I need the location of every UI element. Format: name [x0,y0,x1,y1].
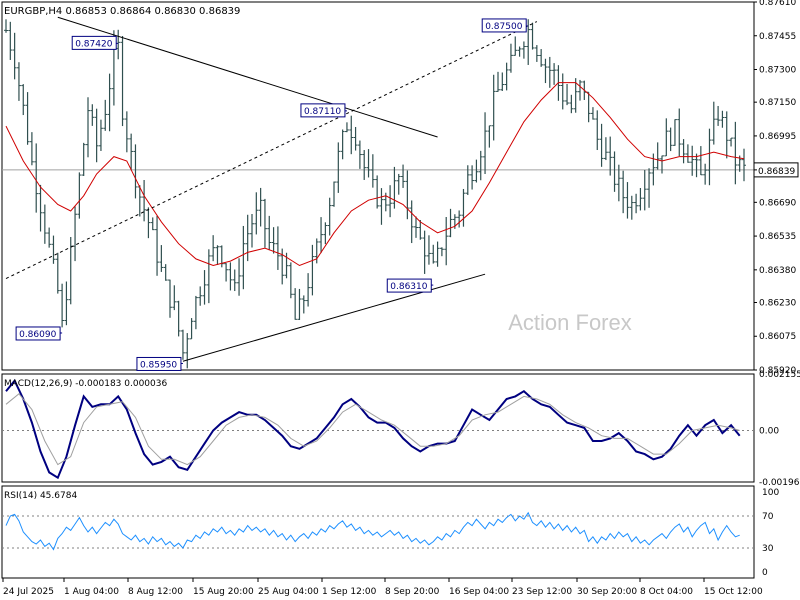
trend-line-1 [57,16,438,138]
rsi-tick-label: 70 [762,512,774,522]
rsi-tick-label: 0 [762,568,768,578]
price-tick-label: 0.87300 [759,66,796,76]
macd-tick-label: 0.002155 [759,370,800,380]
moving-average-line [5,82,745,267]
price-tick-label: 0.87150 [759,98,796,108]
price-tick-label: 0.86230 [759,298,796,308]
watermark: Action Forex [508,310,632,335]
price-tick-label: 0.87455 [759,32,796,42]
price-panel-frame [1,1,755,371]
macd-title: MACD(12,26,9) -0.000183 0.000036 [4,379,167,389]
price-tick-label: 0.87610 [759,0,796,8]
price-tick-label: 0.86995 [759,132,796,142]
time-tick-label: 16 Sep 04:00 [449,587,509,597]
time-tick-label: 23 Sep 12:00 [512,587,572,597]
time-tick-label: 8 Oct 04:00 [640,587,693,597]
swing-label: 0.87420 [75,39,112,49]
macd-tick-label: 0.00 [759,426,779,436]
price-tick-label: 0.85920 [759,366,796,376]
price-tick-label: 0.86690 [759,198,796,208]
rsi-tick-label: 30 [762,544,774,554]
rsi-title: RSI(14) 45.6784 [4,491,77,501]
macd-line [5,378,741,480]
macd-signal-line [5,393,740,466]
price-tick-label: 0.86380 [759,266,796,276]
rsi-line [5,511,740,551]
macd-panel-frame [1,373,755,483]
price-tick-label: 0.86535 [759,232,796,242]
time-tick-label: 15 Oct 12:00 [704,587,763,597]
rsi-panel-frame [1,485,755,579]
swing-label: 0.87110 [304,107,341,117]
time-tick-label: 24 Jul 2025 [3,587,54,597]
current-price-label: 0.86839 [758,167,795,177]
time-tick-label: 25 Aug 04:00 [258,587,319,597]
time-tick-label: 1 Aug 04:00 [64,587,119,597]
time-tick-label: 30 Sep 20:00 [577,587,637,597]
trend-line-3 [5,21,538,279]
swing-label: 0.86310 [390,282,427,292]
time-tick-label: 8 Sep 20:00 [385,587,440,597]
macd-tick-label: -0.001965 [759,478,800,488]
symbol-header: EURGBP,H4 0.86853 0.86864 0.86830 0.8683… [4,6,240,17]
swing-label: 0.85950 [140,360,177,370]
time-tick-label: 15 Aug 20:00 [193,587,254,597]
time-tick-label: 1 Sep 12:00 [322,587,377,597]
trend-line-2 [182,273,486,362]
time-tick-label: 8 Aug 12:00 [128,587,183,597]
swing-label: 0.87500 [485,22,522,32]
rsi-tick-label: 100 [762,488,779,498]
price-tick-label: 0.86075 [759,332,796,342]
swing-label: 0.86090 [19,330,56,340]
